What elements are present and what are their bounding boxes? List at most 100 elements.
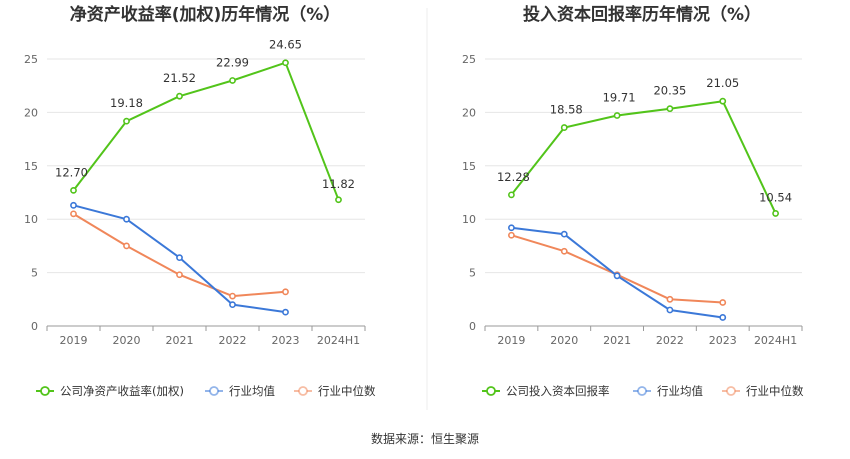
series-line (72, 61, 340, 201)
y-tick-label: 10 (462, 213, 476, 226)
x-tick-label: 2019 (60, 334, 88, 347)
y-tick-label: 5 (31, 267, 38, 280)
data-point (70, 201, 77, 209)
data-point (719, 314, 727, 321)
data-point (282, 59, 289, 67)
data-label: 19.18 (110, 96, 143, 110)
data-point (229, 77, 236, 84)
legend-label: 行业均值 (229, 384, 275, 398)
y-tick-label: 0 (31, 320, 38, 333)
data-point (229, 292, 236, 300)
data-point (613, 272, 621, 280)
data-label: 24.65 (269, 38, 302, 52)
chart-panel-2: 投入资本回报率历年情况（%） 0 5 10 15 20 25 2019 2020 2021 2022… (462, 4, 804, 398)
data-point (176, 271, 183, 279)
series-3 (508, 231, 727, 306)
x-tick-label: 2019 (497, 334, 525, 347)
legend-marker (486, 386, 496, 396)
data-point (508, 191, 515, 199)
series-line (510, 100, 777, 214)
data-point (508, 224, 515, 232)
x-tick-label: 2023 (709, 334, 737, 347)
data-label: 12.70 (55, 165, 88, 179)
legend-label: 公司投入资本回报率 (506, 384, 610, 398)
x-tick-label: 2022 (656, 334, 684, 347)
x-tick-label: 2022 (219, 334, 247, 347)
legend-label: 行业均值 (657, 384, 703, 398)
chart-title: 净资产收益率(加权)历年情况（%） (70, 4, 341, 25)
legend-item-3: 行业中位数 (294, 384, 376, 398)
series-3 (70, 210, 289, 300)
data-point (282, 288, 289, 296)
data-point (613, 112, 621, 119)
data-point (560, 124, 568, 131)
data-point (229, 301, 236, 309)
x-tick-label: 2024H1 (317, 334, 360, 347)
chart-panel-1: 净资产收益率(加权)历年情况（%） 0 5 10 15 20 25 2019 2020 2021 2… (24, 4, 376, 398)
y-tick-label: 25 (462, 53, 476, 66)
data-point (70, 186, 77, 194)
legend-marker (726, 386, 736, 396)
data-point (176, 254, 183, 262)
data-label: 18.58 (550, 103, 583, 117)
data-point (560, 247, 568, 255)
data-point (335, 196, 342, 204)
data-label: 11.82 (322, 177, 355, 191)
y-tick-label: 25 (24, 53, 38, 66)
data-point (176, 92, 183, 100)
legend-marker (637, 386, 647, 396)
data-point (508, 231, 515, 239)
data-point (719, 97, 727, 105)
legend-marker (298, 386, 308, 396)
legend-item-1: 公司投入资本回报率 (482, 384, 610, 398)
source-text: 数据来源：恒生聚源 (371, 431, 479, 446)
legend-item-3: 行业中位数 (722, 384, 804, 398)
data-point (772, 210, 779, 217)
y-tick-label: 20 (462, 106, 476, 119)
data-label: 21.05 (706, 76, 739, 90)
series-1: 12.70 19.18 21.52 22.99 24.65 11.82 (55, 38, 355, 204)
x-tick-label: 2021 (166, 334, 194, 347)
data-point (70, 210, 77, 218)
legend-label: 公司净资产收益率(加权) (60, 384, 184, 398)
x-tick-label: 2024H1 (754, 334, 797, 347)
legend-item-1: 公司净资产收益率(加权) (36, 384, 184, 398)
y-tick-label: 0 (469, 320, 476, 333)
data-label: 21.52 (163, 71, 196, 85)
data-point (666, 105, 674, 113)
legend-marker (209, 386, 219, 396)
x-tick-label: 2020 (550, 334, 578, 347)
data-point (123, 215, 130, 223)
data-point (282, 308, 289, 316)
data-point (560, 230, 568, 238)
y-tick-label: 15 (462, 160, 476, 173)
legend-item-2: 行业均值 (205, 384, 275, 398)
data-point (666, 306, 674, 314)
x-tick-label: 2021 (603, 334, 631, 347)
y-tick-label: 15 (24, 160, 38, 173)
x-tick-label: 2020 (113, 334, 141, 347)
series-line (511, 234, 723, 304)
data-point (719, 299, 727, 306)
series-2 (508, 224, 727, 321)
y-tick-label: 20 (24, 106, 38, 119)
data-label: 10.54 (759, 190, 792, 204)
data-point (666, 295, 674, 303)
x-tick-label: 2023 (272, 334, 300, 347)
legend-label: 行业中位数 (746, 384, 804, 398)
y-tick-label: 5 (469, 267, 476, 280)
data-point (123, 242, 130, 250)
legend-item-2: 行业均值 (633, 384, 703, 398)
data-label: 12.28 (497, 170, 530, 184)
data-point (123, 117, 130, 125)
series-2 (70, 201, 289, 316)
data-label: 22.99 (216, 55, 249, 69)
chart-title: 投入资本回报率历年情况（%） (523, 4, 761, 25)
y-tick-label: 10 (24, 213, 38, 226)
data-label: 20.35 (653, 84, 686, 98)
data-label: 19.71 (603, 90, 636, 104)
series-1: 12.28 18.58 19.71 20.35 21.05 10.54 (497, 76, 792, 217)
legend-label: 行业中位数 (318, 384, 376, 398)
legend-marker (40, 386, 50, 396)
